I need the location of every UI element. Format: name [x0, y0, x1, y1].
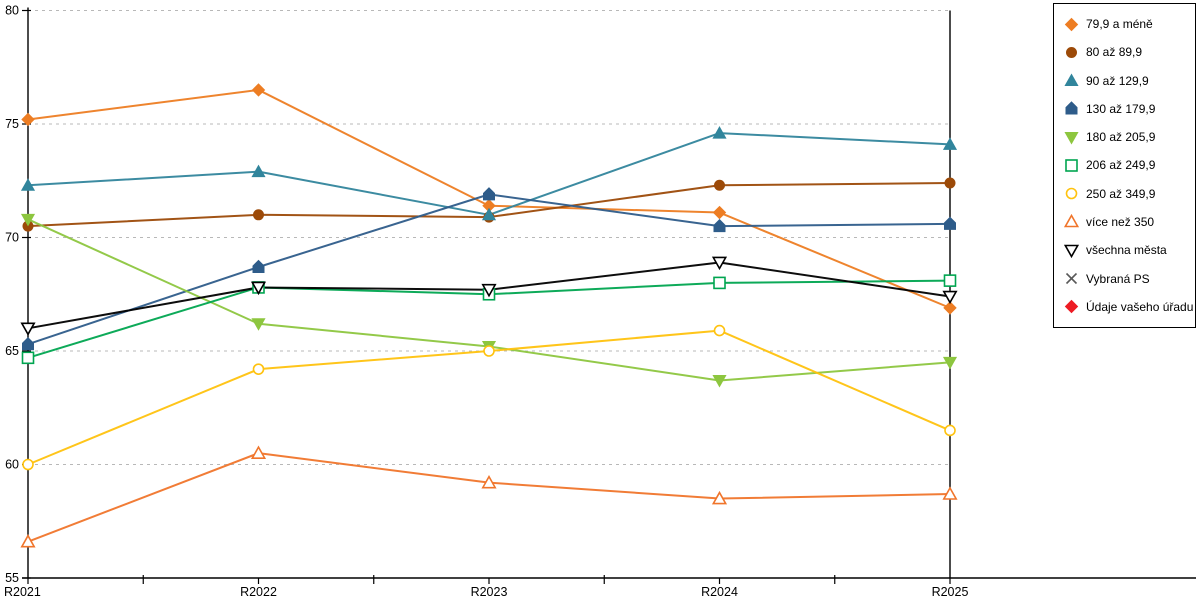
legend-label: 130 až 179,9	[1086, 101, 1156, 116]
legend-label: 79,9 a méně	[1086, 17, 1153, 32]
legend-item: 206 až 249,9	[1064, 158, 1195, 173]
data-point-marker	[20, 534, 36, 548]
pentagon-marker-icon	[1065, 101, 1078, 115]
legend-item: Vybraná PS	[1064, 271, 1195, 286]
x-axis-tick-label: R2022	[240, 585, 277, 599]
circle-marker-icon	[1066, 46, 1077, 58]
data-point-marker	[1065, 187, 1078, 200]
data-point-marker	[943, 274, 957, 287]
x-axis-tick-label: R2023	[471, 585, 508, 599]
diamond-marker-icon	[1064, 17, 1079, 31]
chart-legend: 79,9 a méně 80 až 89,9 90 až 129,9 130 až 1…	[1053, 3, 1196, 328]
data-point-marker	[20, 178, 36, 191]
data-point-marker	[251, 164, 266, 178]
y-axis-tick-label: 55	[5, 571, 19, 585]
data-point-marker	[713, 218, 726, 233]
data-point-marker	[250, 445, 267, 459]
data-point-marker	[942, 137, 958, 150]
legend-label: více než 350	[1086, 214, 1155, 229]
x-axis-tick-label: R2024	[701, 585, 738, 599]
legend-label: všechna města	[1086, 243, 1167, 258]
data-point-marker	[252, 259, 265, 274]
data-point-marker	[20, 213, 36, 227]
legend-item: 130 až 179,9	[1064, 101, 1195, 116]
data-point-marker	[22, 336, 34, 351]
data-point-marker	[712, 205, 727, 220]
data-point-marker	[250, 281, 267, 296]
legend-label: Údaje vašeho úřadu	[1086, 299, 1194, 314]
legend-label: Vybraná PS	[1086, 271, 1150, 286]
data-point-marker	[711, 256, 728, 271]
series-line-v-ce-ne-350	[27, 452, 951, 543]
x-axis-tick-label: R2025	[932, 585, 969, 599]
legend-label: 80 až 89,9	[1086, 45, 1143, 60]
data-point-marker	[942, 486, 958, 500]
y-axis-tick-label: 75	[5, 117, 19, 131]
data-point-marker	[713, 276, 726, 290]
data-point-marker	[21, 112, 35, 127]
y-axis-tick-label: 65	[5, 344, 19, 358]
triangle-up-marker-icon	[1064, 73, 1079, 87]
data-point-marker	[21, 351, 35, 365]
y-axis-tick-label: 70	[5, 231, 19, 245]
data-point-marker	[944, 424, 956, 437]
legend-label: 250 až 349,9	[1086, 186, 1156, 201]
legend-item: 79,9 a méně	[1064, 17, 1195, 32]
legend-label: 180 až 205,9	[1086, 130, 1156, 145]
triangle-down-marker-icon	[1064, 131, 1079, 145]
data-point-marker	[253, 209, 264, 221]
legend-item: Údaje vašeho úřadu	[1064, 299, 1195, 314]
data-point-marker	[252, 363, 265, 375]
data-point-marker	[944, 177, 956, 189]
diamond-marker-icon	[1064, 300, 1079, 314]
data-point-marker	[1066, 46, 1077, 58]
data-point-marker	[942, 356, 958, 370]
data-point-marker	[20, 322, 36, 336]
data-point-marker	[22, 458, 34, 471]
data-point-marker	[943, 301, 957, 315]
legend-item: 90 až 129,9	[1064, 73, 1195, 88]
legend-item: všechna města	[1064, 243, 1195, 258]
data-point-marker	[1064, 300, 1079, 314]
square-marker-icon	[1065, 159, 1078, 172]
data-point-marker	[942, 290, 958, 305]
data-point-marker	[481, 207, 497, 221]
legend-item: 180 až 205,9	[1064, 130, 1195, 145]
y-axis-tick-label: 80	[5, 4, 19, 18]
data-point-marker	[1064, 244, 1079, 258]
data-point-marker	[251, 83, 266, 97]
x-marker-icon	[1065, 272, 1078, 285]
data-point-marker	[944, 216, 956, 230]
data-point-marker	[483, 345, 495, 357]
triangle-up-marker-icon	[1064, 214, 1079, 228]
data-point-marker	[1064, 131, 1079, 145]
data-point-marker	[1064, 73, 1079, 87]
triangle-down-marker-icon	[1064, 244, 1079, 258]
data-point-marker	[483, 187, 495, 201]
data-point-marker	[1065, 272, 1078, 285]
data-point-marker	[481, 475, 497, 489]
legend-item: 80 až 89,9	[1064, 45, 1195, 60]
legend-item: 250 až 349,9	[1064, 186, 1195, 201]
y-axis-tick-label: 60	[5, 458, 19, 472]
data-point-marker	[713, 324, 726, 337]
data-point-marker	[712, 126, 727, 139]
data-point-marker	[712, 375, 727, 388]
data-point-marker	[1065, 101, 1078, 115]
legend-label: 90 až 129,9	[1086, 73, 1149, 88]
x-axis-tick-label: R2021	[4, 585, 41, 599]
data-point-marker	[481, 283, 497, 298]
data-point-marker	[1064, 214, 1079, 228]
data-point-marker	[711, 490, 728, 505]
legend-item: více než 350	[1064, 214, 1195, 229]
circle-marker-icon	[1065, 187, 1078, 200]
data-point-marker	[251, 318, 266, 331]
data-point-marker	[1065, 159, 1078, 172]
data-point-marker	[714, 179, 725, 191]
legend-label: 206 až 249,9	[1086, 158, 1156, 173]
data-point-marker	[1064, 17, 1079, 31]
